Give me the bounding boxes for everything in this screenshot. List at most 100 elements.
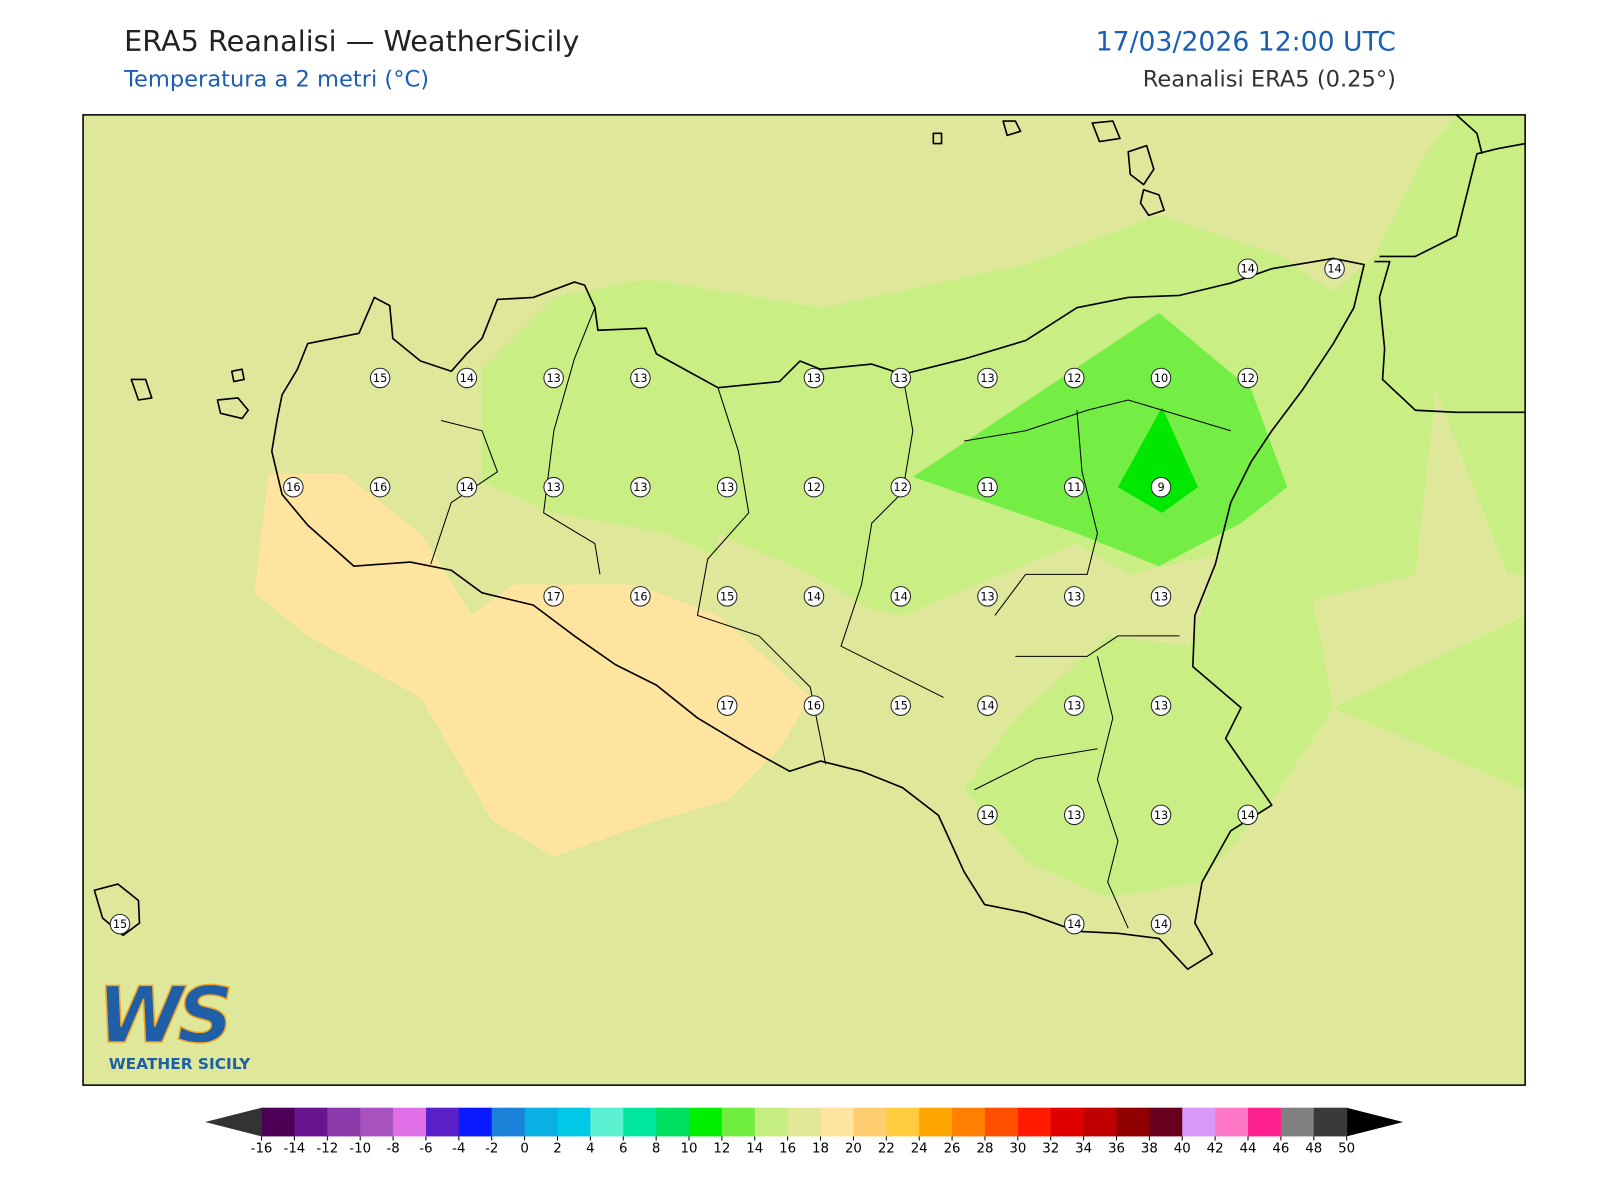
station-marker xyxy=(716,695,738,716)
colorbar-tick-label: 4 xyxy=(586,1142,594,1157)
station-marker xyxy=(543,367,564,389)
colorbar-tick-label: 50 xyxy=(1338,1142,1355,1157)
station-value: 14 xyxy=(894,590,908,603)
station-marker xyxy=(1150,586,1172,607)
colorbar-segment xyxy=(656,1107,690,1137)
colorbar-tick-label: -8 xyxy=(386,1142,399,1157)
subtitle: Temperatura a 2 metri (°C) xyxy=(123,67,429,93)
colorbar-segment xyxy=(1116,1107,1150,1137)
station-value: 13 xyxy=(546,372,560,385)
colorbar-segment xyxy=(1083,1107,1118,1137)
province-border xyxy=(430,307,1231,929)
title: ERA5 Reanalisi — WeatherSicily xyxy=(124,24,579,58)
station-value: 15 xyxy=(113,918,127,931)
stations: 14 14 15 14 13 13 13 13 13 12 10 12 16 16 14 13 13 13 12 12… xyxy=(109,258,1345,935)
colorbar-tick-label: 6 xyxy=(619,1142,627,1157)
station-marker xyxy=(803,476,825,498)
station-value: 13 xyxy=(980,590,994,603)
station-value: 12 xyxy=(807,481,821,494)
logo: WS WEATHER SICILY xyxy=(97,970,251,1073)
colorbar-tick-label: 20 xyxy=(845,1142,862,1157)
calabria-coast xyxy=(1374,114,1526,414)
station-marker xyxy=(890,367,911,389)
station-marker xyxy=(1150,695,1172,716)
colorbar-tick-label: 46 xyxy=(1272,1142,1289,1157)
station-value: 10 xyxy=(1154,372,1168,385)
station-marker xyxy=(1064,695,1085,716)
colorbar-tick-label: 8 xyxy=(652,1142,660,1157)
colorbar-segment xyxy=(261,1107,295,1137)
station-value: 12 xyxy=(1067,372,1081,385)
station-marker xyxy=(369,367,391,389)
colorbar-tick-label: 36 xyxy=(1108,1142,1125,1157)
colorbar-tick-label: 0 xyxy=(520,1142,528,1157)
colorbar-under xyxy=(205,1107,262,1137)
field-zone xyxy=(254,473,811,857)
colorbar-tick-label: -4 xyxy=(452,1142,465,1157)
station-marker xyxy=(1064,804,1085,826)
colorbar-tick-label: 44 xyxy=(1240,1142,1257,1157)
station-value: 14 xyxy=(460,481,474,494)
station-marker xyxy=(630,476,651,498)
colorbar-segment xyxy=(1050,1107,1085,1137)
field-zone xyxy=(912,312,1288,567)
map-frame xyxy=(82,114,1526,1086)
station-value: 16 xyxy=(633,590,647,603)
station-marker xyxy=(630,586,651,607)
colorbar-segment xyxy=(360,1107,394,1137)
colorbar-tick-label: 14 xyxy=(746,1142,763,1157)
station-value: 16 xyxy=(286,481,300,494)
colorbar-segment xyxy=(327,1107,361,1137)
station-marker xyxy=(456,367,478,389)
station-value: 14 xyxy=(460,372,474,385)
station-marker xyxy=(803,695,825,716)
colorbar-segment xyxy=(425,1107,460,1137)
station-marker xyxy=(803,586,825,607)
station-marker xyxy=(977,804,998,826)
colorbar-tick-label: -12 xyxy=(316,1142,338,1157)
colorbar-tick-label: 26 xyxy=(944,1142,961,1157)
colorbar-segment xyxy=(1280,1107,1315,1137)
colorbar: -16 -14 -12 -10 -8 -6 -4 -2 0 2 4 6 8 10 12 14 16 18 20 22 2… xyxy=(205,1107,1404,1157)
colorbar-tick-label: 12 xyxy=(713,1142,730,1157)
station-value: 13 xyxy=(633,481,647,494)
station-marker xyxy=(630,367,651,389)
station-marker xyxy=(1237,367,1259,389)
station-value: 13 xyxy=(720,481,734,494)
source: Reanalisi ERA5 (0.25°) xyxy=(1143,67,1396,93)
field xyxy=(83,114,1526,1086)
colorbar-segment xyxy=(1215,1107,1249,1137)
station-value: 11 xyxy=(1067,481,1081,494)
station-marker xyxy=(890,476,911,498)
colorbar-tick-label: -6 xyxy=(419,1142,432,1157)
colorbar-segment xyxy=(754,1107,789,1137)
station-value: 9 xyxy=(1157,481,1164,494)
station-value: 15 xyxy=(373,372,387,385)
station-marker xyxy=(1064,367,1085,389)
colorbar-tick-label: 38 xyxy=(1141,1142,1158,1157)
colorbar-segment xyxy=(1149,1107,1183,1137)
station-marker xyxy=(1150,913,1172,935)
station-value: 14 xyxy=(1327,263,1341,276)
station-value: 13 xyxy=(1154,590,1168,603)
colorbar-segment xyxy=(853,1107,887,1137)
station-value: 14 xyxy=(1241,809,1255,822)
station-value: 15 xyxy=(720,590,734,603)
station-value: 13 xyxy=(1154,700,1168,713)
colorbar-tick-label: 34 xyxy=(1075,1142,1092,1157)
station-value: 15 xyxy=(894,700,908,713)
station-value: 17 xyxy=(546,590,560,603)
station-value: 13 xyxy=(807,372,821,385)
colorbar-tick-label: -2 xyxy=(485,1142,498,1157)
colorbar-tick-label: 22 xyxy=(878,1142,895,1157)
colorbar-segment xyxy=(294,1107,328,1137)
station-marker xyxy=(1237,258,1259,279)
station-value: 13 xyxy=(633,372,647,385)
station-value: 16 xyxy=(373,481,387,494)
field-zone xyxy=(717,533,944,739)
coastlines xyxy=(93,114,1526,971)
logo-name: WEATHER SICILY xyxy=(109,1055,251,1073)
station-marker xyxy=(456,476,478,498)
